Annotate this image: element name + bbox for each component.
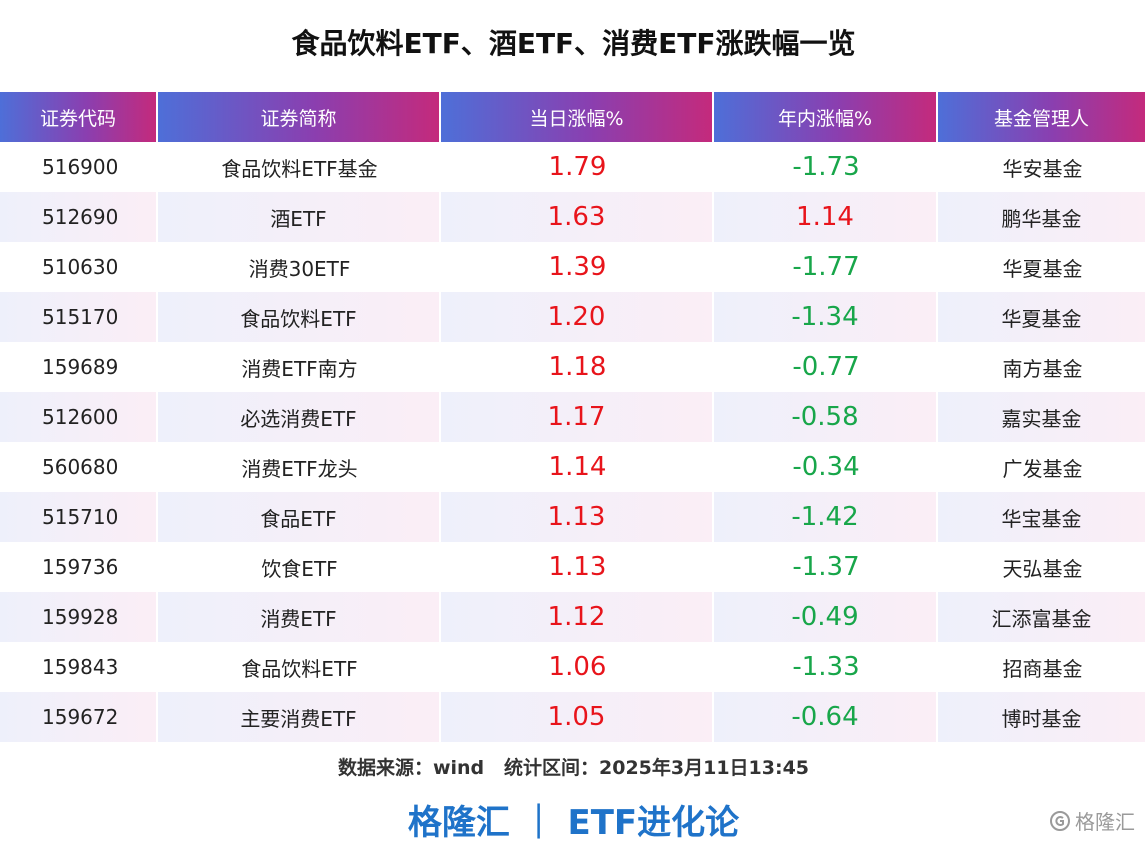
- table-row: 159736 饮食ETF 1.13 -1.37 天弘基金: [0, 542, 1147, 592]
- change-cell: -0.64: [714, 692, 938, 742]
- table-cell: 南方基金: [1002, 356, 1083, 381]
- change-cell: 1.06: [548, 652, 607, 682]
- table-cell: 512600: [0, 392, 158, 442]
- table-cell: 560680: [42, 455, 119, 479]
- change-cell: 1.39: [548, 252, 607, 282]
- table-cell: 消费30ETF: [248, 256, 351, 281]
- change-cell: -1.42: [714, 492, 938, 542]
- table-row: 510630 消费30ETF 1.39 -1.77 华夏基金: [0, 242, 1147, 292]
- change-cell: 1.14: [714, 192, 938, 242]
- table-cell: 159928: [0, 592, 158, 642]
- table-cell: 159689: [42, 355, 119, 379]
- table-cell: 食品饮料ETF: [158, 292, 441, 342]
- header-cell: 证券简称: [158, 92, 441, 142]
- change-cell: 1.13: [548, 552, 607, 582]
- table-cell: 汇添富基金: [938, 592, 1147, 642]
- table-cell: 159843: [42, 655, 119, 679]
- source-note: 数据来源：wind 统计区间：2025年3月11日13:45: [337, 757, 810, 779]
- change-cell: 1.14: [548, 452, 607, 482]
- change-cell: 1.20: [441, 292, 714, 342]
- header-cell: 证券代码: [0, 92, 158, 142]
- table-cell: 食品ETF: [158, 492, 441, 542]
- table-cell: 159672: [0, 692, 158, 742]
- table-cell: 华安基金: [1002, 156, 1083, 181]
- table-cell: 必选消费ETF: [158, 392, 441, 442]
- table-cell: 华夏基金: [1002, 256, 1083, 281]
- table-cell: 鹏华基金: [938, 192, 1147, 242]
- table-row: 560680 消费ETF龙头 1.14 -0.34 广发基金: [0, 442, 1147, 492]
- header-row: 证券代码 证券简称 当日涨幅% 年内涨幅% 基金管理人: [0, 92, 1147, 142]
- table-row: 512690 酒ETF 1.63 1.14 鹏华基金: [0, 192, 1147, 242]
- table-cell: 食品饮料ETF: [241, 656, 358, 681]
- table-cell: 消费ETF龙头: [241, 456, 358, 481]
- change-cell: -0.58: [714, 392, 938, 442]
- change-cell: 1.79: [548, 152, 607, 182]
- change-cell: -1.33: [792, 652, 860, 682]
- table-cell: 天弘基金: [1002, 556, 1083, 581]
- change-cell: -1.34: [714, 292, 938, 342]
- table-cell: 博时基金: [938, 692, 1147, 742]
- brand: 格隆汇 ｜ ETF进化论: [407, 803, 740, 843]
- table-row: 159843 食品饮料ETF 1.06 -1.33 招商基金: [0, 642, 1147, 692]
- table-row: 159672 主要消费ETF 1.05 -0.64 博时基金: [0, 692, 1147, 742]
- change-cell: -1.73: [792, 152, 860, 182]
- table-row: 515170 食品饮料ETF 1.20 -1.34 华夏基金: [0, 292, 1147, 342]
- change-cell: 1.17: [441, 392, 714, 442]
- table-cell: 515710: [0, 492, 158, 542]
- title: 食品饮料ETF、酒ETF、消费ETF涨跌幅一览: [291, 27, 856, 60]
- table-cell: 嘉实基金: [938, 392, 1147, 442]
- watermark: 格隆汇: [1049, 806, 1135, 835]
- change-cell: -1.77: [792, 252, 860, 282]
- table-row: 515710 食品ETF 1.13 -1.42 华宝基金: [0, 492, 1147, 542]
- change-cell: 1.13: [441, 492, 714, 542]
- header-cell: 年内涨幅%: [714, 92, 938, 142]
- table-row: 512600 必选消费ETF 1.17 -0.58 嘉实基金: [0, 392, 1147, 442]
- table-cell: 516900: [42, 155, 119, 179]
- table-cell: 招商基金: [1002, 656, 1083, 681]
- table-row: 159689 消费ETF南方 1.18 -0.77 南方基金: [0, 342, 1147, 392]
- table-cell: 华宝基金: [938, 492, 1147, 542]
- table-cell: 广发基金: [1002, 456, 1083, 481]
- change-cell: -0.49: [714, 592, 938, 642]
- header-cell: 基金管理人: [938, 92, 1147, 142]
- header-cell: 当日涨幅%: [441, 92, 714, 142]
- table-cell: 主要消费ETF: [158, 692, 441, 742]
- table-cell: 食品饮料ETF基金: [221, 156, 378, 181]
- change-cell: 1.12: [441, 592, 714, 642]
- table-cell: 515170: [0, 292, 158, 342]
- change-cell: 1.63: [441, 192, 714, 242]
- table-cell: 消费ETF: [158, 592, 441, 642]
- table-cell: 510630: [42, 255, 119, 279]
- watermark-icon: [1050, 810, 1070, 831]
- watermark-text: 格隆汇: [1075, 810, 1135, 834]
- change-cell: -0.34: [792, 452, 860, 482]
- table-cell: 消费ETF南方: [241, 356, 358, 381]
- change-cell: -1.37: [792, 552, 860, 582]
- table-cell: 饮食ETF: [261, 556, 338, 581]
- table-cell: 159736: [42, 555, 119, 579]
- table-cell: 512690: [0, 192, 158, 242]
- change-cell: 1.05: [441, 692, 714, 742]
- table-cell: 华夏基金: [938, 292, 1147, 342]
- table-cell: 酒ETF: [158, 192, 441, 242]
- table: 证券代码 证券简称 当日涨幅% 年内涨幅% 基金管理人 516900 食品饮料ETF基金 1.…: [0, 92, 1147, 742]
- change-cell: 1.18: [548, 352, 607, 382]
- table-row: 159928 消费ETF 1.12 -0.49 汇添富基金: [0, 592, 1147, 642]
- change-cell: -0.77: [792, 352, 860, 382]
- table-row: 516900 食品饮料ETF基金 1.79 -1.73 华安基金: [0, 142, 1147, 192]
